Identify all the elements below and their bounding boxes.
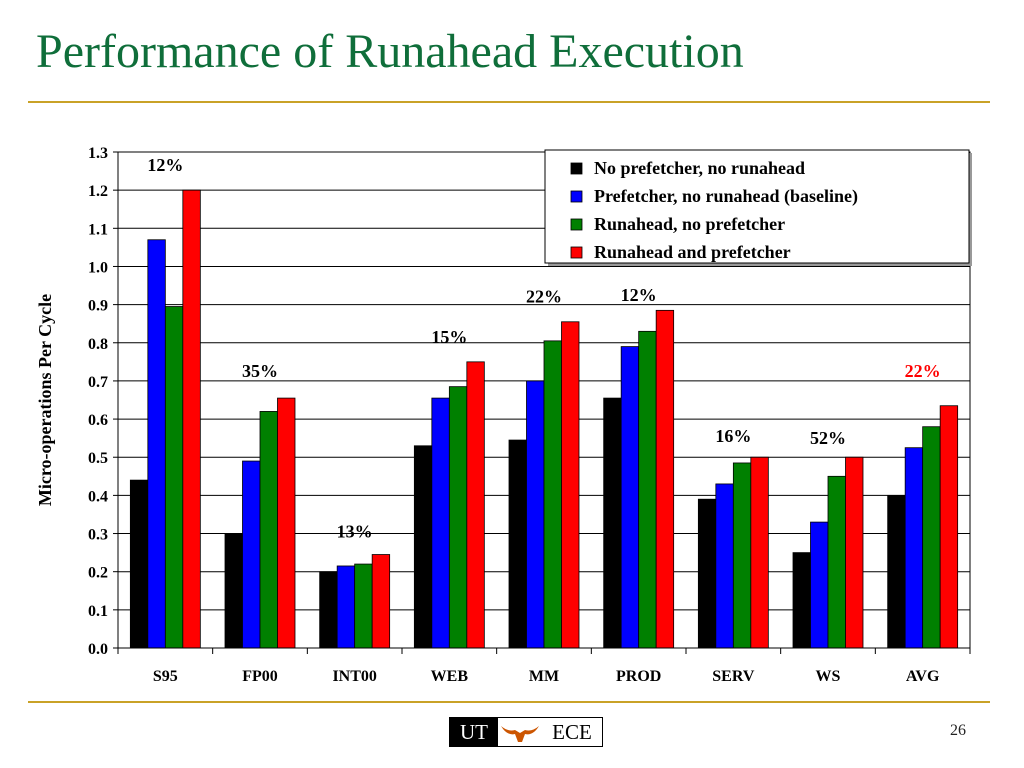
legend-swatch — [570, 246, 583, 259]
bar — [259, 411, 278, 649]
data-label: 35% — [242, 361, 278, 381]
data-label: 52% — [810, 428, 846, 448]
legend-entry: Prefetcher, no runahead (baseline) — [594, 186, 858, 207]
y-tick-label: 1.0 — [88, 259, 108, 276]
bar — [697, 498, 717, 649]
legend-entry: Runahead and prefetcher — [594, 242, 791, 262]
y-axis-label: Micro-operations Per Cycle — [35, 294, 55, 506]
data-label: 22% — [526, 287, 562, 307]
y-tick-label: 0.7 — [88, 374, 108, 391]
y-tick-label: 0.0 — [88, 641, 108, 658]
logo-ece-text: ECE — [552, 719, 592, 744]
legend-entry: Runahead, no prefetcher — [594, 214, 785, 234]
bar — [182, 189, 201, 649]
bar — [845, 456, 864, 649]
bar — [129, 479, 149, 649]
y-tick-label: 0.6 — [88, 412, 108, 429]
legend-swatch — [570, 190, 583, 203]
longhorn-icon — [498, 718, 542, 746]
legend-swatch — [570, 162, 583, 175]
bar — [827, 475, 846, 649]
x-tick-label: PROD — [616, 668, 661, 685]
y-tick-label: 1.1 — [88, 221, 108, 238]
bar — [147, 239, 166, 649]
ut-ece-logo: UT ECE — [449, 717, 603, 747]
data-label: 12% — [621, 285, 657, 305]
axes: 0.0 0.1 0.2 0.3 0.4 0.5 0.6 0.7 0.8 0.9 1.0 1.1 1.2 1… — [88, 145, 971, 685]
bar — [508, 439, 527, 649]
footer-divider — [28, 701, 990, 703]
legend: No prefetcher, no runahead Prefetcher, no… — [544, 149, 972, 266]
x-tick-label: MM — [529, 668, 559, 685]
y-tick-label: 0.1 — [88, 603, 108, 620]
bar — [620, 346, 640, 649]
data-label: 15% — [431, 327, 467, 347]
y-tick-label: 0.4 — [88, 488, 108, 505]
x-tick-label: WEB — [431, 668, 469, 685]
x-tick-label: FP00 — [242, 668, 278, 685]
bar — [603, 397, 622, 649]
x-tick-label: S95 — [153, 668, 178, 685]
bar — [336, 565, 356, 649]
legend-swatch — [570, 218, 583, 231]
page-number: 26 — [950, 722, 966, 739]
title-divider — [28, 101, 990, 103]
logo-ut-text: UT — [450, 718, 498, 746]
data-label: 13% — [337, 521, 373, 541]
y-tick-label: 0.9 — [88, 298, 108, 315]
y-tick-label: 0.8 — [88, 336, 108, 353]
bar — [810, 521, 829, 649]
x-tick-label: WS — [816, 668, 841, 685]
data-label: 16% — [715, 426, 751, 446]
bar — [413, 445, 433, 649]
data-label: 12% — [147, 155, 183, 175]
bar — [371, 554, 391, 649]
x-tick-label: SERV — [712, 668, 755, 685]
bar — [715, 483, 734, 649]
bar — [354, 563, 373, 649]
x-tick-label: INT00 — [332, 668, 376, 685]
bar — [164, 306, 184, 649]
bar — [655, 309, 675, 649]
bar — [242, 460, 261, 649]
legend-entry: No prefetcher, no runahead — [594, 158, 805, 178]
bar — [939, 405, 959, 649]
y-tick-label: 1.3 — [88, 145, 108, 162]
bar — [526, 380, 545, 649]
data-label: 22% — [905, 361, 941, 381]
bar — [750, 456, 769, 649]
bar — [277, 397, 296, 649]
bar — [792, 552, 811, 649]
slide-title: Performance of Runahead Execution — [36, 25, 744, 78]
y-tick-label: 1.2 — [88, 183, 108, 200]
bar — [431, 397, 450, 649]
bar — [448, 386, 468, 649]
bar — [543, 340, 562, 649]
bar — [638, 330, 657, 649]
bar — [732, 462, 752, 649]
legend-box — [544, 149, 970, 264]
bar — [466, 361, 485, 649]
plot-area — [117, 151, 971, 649]
bar — [904, 447, 924, 649]
x-tick-label: AVG — [906, 668, 940, 685]
y-tick-label: 0.2 — [88, 565, 108, 582]
bar — [319, 571, 338, 649]
bar — [561, 321, 580, 649]
bar-chart: 0.0 0.1 0.2 0.3 0.4 0.5 0.6 0.7 0.8 0.9 1.0 1.1 1.2 1… — [35, 145, 972, 685]
bar — [224, 533, 243, 649]
bar — [887, 494, 906, 649]
annotations: 12% 35% 13% 15% 22% 12% 16% 52% 22% — [147, 155, 940, 541]
y-tick-label: 0.3 — [88, 527, 108, 544]
y-tick-label: 0.5 — [88, 450, 108, 467]
bar — [922, 426, 941, 649]
